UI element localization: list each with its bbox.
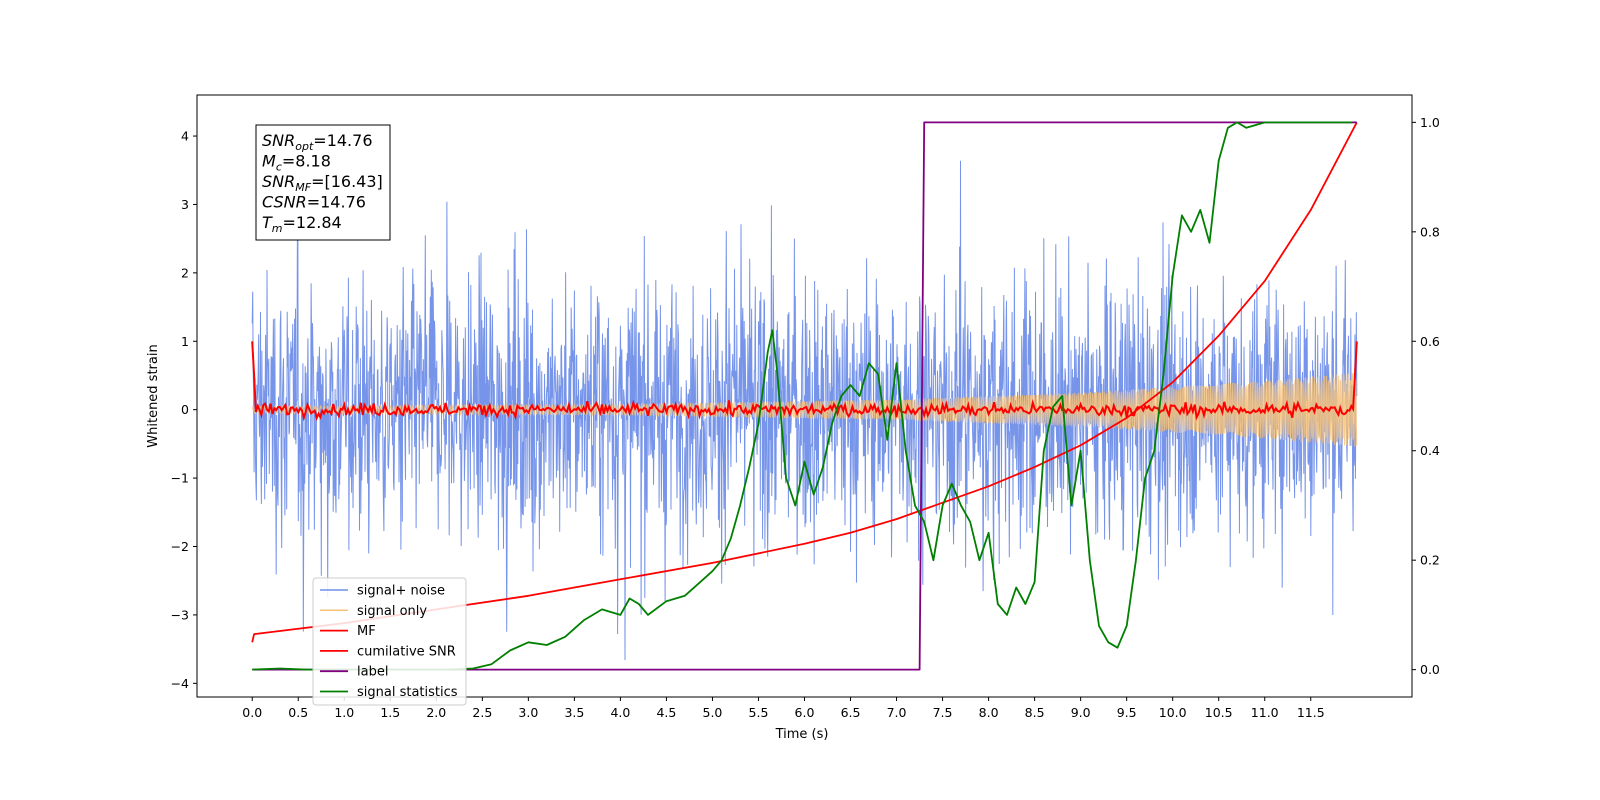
x-axis: 0.0 0.5 1.0 1.5 2.0 2.5 3.0 3.5 4.0 4.5 5.0 5.5 6.0 6… xyxy=(242,697,1325,720)
series-mf xyxy=(251,341,1358,422)
info-subscript: c xyxy=(276,161,282,174)
x-tick-label: 7.0 xyxy=(887,705,907,720)
x-tick-label: 7.5 xyxy=(933,705,953,720)
x-tick-label: 8.0 xyxy=(979,705,999,720)
info-symbol: T xyxy=(262,213,273,232)
y-axis-right: 1.0 0.8 0.6 0.4 0.2 0.0 xyxy=(1412,115,1440,677)
y-axis-left: 4 3 2 1 0 −1 −2 −3 −4 xyxy=(171,129,197,691)
legend-item: signal only xyxy=(320,604,427,619)
info-value: =8.18 xyxy=(282,152,331,171)
x-tick-label: 11.5 xyxy=(1297,705,1325,720)
y-tick-label-left: −4 xyxy=(171,676,189,691)
x-tick-label: 9.5 xyxy=(1117,705,1137,720)
info-line: CSNR=14.76 xyxy=(262,193,366,212)
legend-label: signal statistics xyxy=(357,685,458,700)
x-tick-label: 1.0 xyxy=(334,705,354,720)
info-value: =14.76 xyxy=(307,193,366,212)
y-tick-label-right: 0.8 xyxy=(1420,224,1440,239)
legend-item: label xyxy=(320,665,388,680)
x-tick-label: 10.0 xyxy=(1159,705,1187,720)
y-tick-label-left: −3 xyxy=(171,607,189,622)
x-axis-label: Time (s) xyxy=(775,727,829,742)
legend-label: signal only xyxy=(357,604,427,619)
legend-item: signal statistics xyxy=(320,685,458,700)
info-value: =14.76 xyxy=(313,131,372,150)
y-tick-label-right: 0.2 xyxy=(1420,553,1440,568)
x-tick-label: 6.5 xyxy=(841,705,861,720)
legend-label: MF xyxy=(357,624,376,639)
x-tick-label: 9.0 xyxy=(1071,705,1091,720)
y-tick-label-left: 3 xyxy=(181,197,189,212)
x-tick-label: 2.5 xyxy=(472,705,492,720)
info-box-frame xyxy=(255,124,391,241)
info-subscript: m xyxy=(272,222,283,235)
series-signal-noise xyxy=(251,160,1358,661)
info-value: =12.84 xyxy=(283,213,342,232)
legend: signal+ noise signal only MF cumilative SNR… xyxy=(312,577,467,706)
legend-frame xyxy=(312,577,467,706)
x-tick-label: 8.5 xyxy=(1025,705,1045,720)
x-tick-label: 1.5 xyxy=(380,705,400,720)
x-tick-label: 4.5 xyxy=(656,705,676,720)
x-tick-label: 2.0 xyxy=(426,705,446,720)
info-box: SNRopt=14.76Mc=8.18SNRMF=[16.43]CSNR=14.… xyxy=(255,124,391,241)
series-label xyxy=(252,121,1357,671)
info-symbol: SNR xyxy=(262,172,295,191)
legend-item: MF xyxy=(320,624,376,639)
x-tick-label: 5.0 xyxy=(703,705,723,720)
legend-label: cumilative SNR xyxy=(357,644,456,659)
x-tick-label: 0.5 xyxy=(288,705,308,720)
info-symbol: M xyxy=(262,152,276,171)
y-tick-label-left: 0 xyxy=(181,402,189,417)
info-subscript: opt xyxy=(295,140,314,153)
series-signal-statistics xyxy=(252,121,1353,671)
y-tick-label-left: 2 xyxy=(181,265,189,280)
y-tick-label-right: 0.0 xyxy=(1420,662,1440,677)
y-tick-label-right: 1.0 xyxy=(1420,115,1440,130)
legend-item: signal+ noise xyxy=(320,584,445,599)
y-tick-label-left: 1 xyxy=(181,334,189,349)
y-axis-label-left: Whitened strain xyxy=(146,344,161,447)
x-tick-label: 6.0 xyxy=(795,705,815,720)
x-tick-label: 3.0 xyxy=(518,705,538,720)
info-symbol: SNR xyxy=(262,131,295,150)
info-line: Tm=12.84 xyxy=(262,213,342,235)
legend-label: label xyxy=(357,665,388,680)
x-tick-label: 5.5 xyxy=(749,705,769,720)
y-tick-label-right: 0.4 xyxy=(1420,443,1440,458)
info-value: =[16.43] xyxy=(311,172,383,191)
x-tick-label: 0.0 xyxy=(242,705,262,720)
info-line: SNRMF=[16.43] xyxy=(262,172,383,194)
x-tick-label: 11.0 xyxy=(1251,705,1279,720)
legend-item: cumilative SNR xyxy=(320,644,456,659)
y-tick-label-left: −2 xyxy=(171,539,189,554)
y-tick-label-left: 4 xyxy=(181,129,189,144)
info-line: Mc=8.18 xyxy=(262,152,331,174)
info-symbol: CSNR xyxy=(262,193,307,212)
y-tick-label-left: −1 xyxy=(171,471,189,486)
y-tick-label-right: 0.6 xyxy=(1420,334,1440,349)
info-subscript: MF xyxy=(295,181,311,194)
series-signal-only xyxy=(251,373,1358,447)
x-tick-label: 10.5 xyxy=(1205,705,1233,720)
info-line: SNRopt=14.76 xyxy=(262,131,373,153)
x-tick-label: 3.5 xyxy=(564,705,584,720)
legend-label: signal+ noise xyxy=(357,584,445,599)
x-tick-label: 4.0 xyxy=(610,705,630,720)
